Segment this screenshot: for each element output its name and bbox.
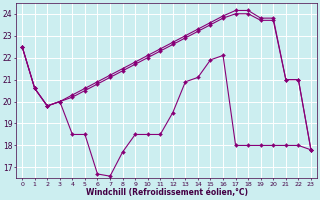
X-axis label: Windchill (Refroidissement éolien,°C): Windchill (Refroidissement éolien,°C) [85,188,248,197]
